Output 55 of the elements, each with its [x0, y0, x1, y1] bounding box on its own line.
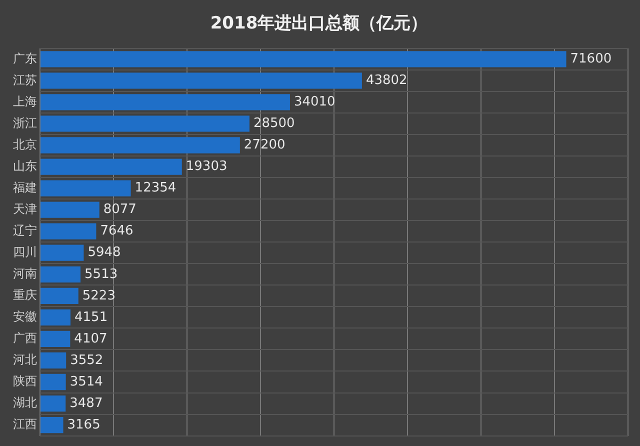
y-tick-label: 广东 [13, 51, 37, 66]
bar [40, 180, 131, 196]
y-tick-label: 河南 [13, 266, 37, 281]
y-tick-label: 广西 [13, 331, 37, 346]
bar [40, 416, 64, 434]
data-label: 28500 [253, 116, 295, 132]
data-label: 71600 [570, 52, 612, 67]
y-tick-label: 江苏 [13, 72, 37, 87]
bar [40, 202, 100, 218]
y-tick-label: 河北 [13, 352, 37, 367]
y-tick-label: 上海 [13, 94, 37, 108]
y-tick-label: 天津 [13, 202, 37, 216]
bar [40, 395, 66, 412]
data-label: 3487 [70, 396, 103, 411]
chart-title: 2018年进出口总额（亿元） [210, 14, 428, 34]
bar [40, 158, 182, 175]
data-label: 8077 [103, 202, 136, 218]
data-label: 43802 [366, 73, 408, 88]
bar [40, 51, 566, 68]
bar [40, 352, 66, 369]
data-label: 7646 [100, 224, 134, 239]
bar [40, 330, 70, 348]
y-tick-label: 山东 [13, 158, 37, 173]
y-tick-label: 陕西 [13, 374, 37, 388]
bar [40, 223, 96, 240]
data-label: 19303 [186, 159, 228, 174]
bar [40, 374, 66, 390]
bar [40, 309, 71, 326]
data-label: 12354 [134, 180, 176, 196]
data-label: 34010 [294, 94, 336, 110]
bar [40, 116, 250, 132]
data-label: 3165 [67, 417, 100, 432]
data-label: 4151 [74, 310, 108, 325]
y-tick-label: 重庆 [13, 288, 37, 302]
bar [40, 72, 362, 89]
y-tick-label: 四川 [13, 244, 37, 259]
data-label: 3514 [70, 374, 103, 390]
bar [40, 288, 78, 304]
bar [40, 94, 290, 110]
bar [40, 137, 240, 154]
data-label: 3552 [70, 352, 104, 368]
y-tick-label: 江西 [13, 417, 37, 432]
data-label: 4107 [74, 331, 108, 346]
data-label: 27200 [244, 138, 286, 153]
y-tick-label: 浙江 [13, 116, 37, 130]
y-tick-label: 湖北 [13, 396, 37, 410]
data-label: 5223 [82, 288, 116, 304]
data-label: 5513 [84, 266, 118, 282]
bar [40, 244, 84, 261]
y-tick-label: 北京 [13, 137, 37, 152]
bar [40, 266, 81, 282]
y-tick-label: 福建 [13, 180, 37, 194]
data-label: 5948 [88, 245, 121, 260]
y-tick-label: 辽宁 [13, 223, 37, 238]
y-tick-label: 安徽 [13, 310, 37, 324]
